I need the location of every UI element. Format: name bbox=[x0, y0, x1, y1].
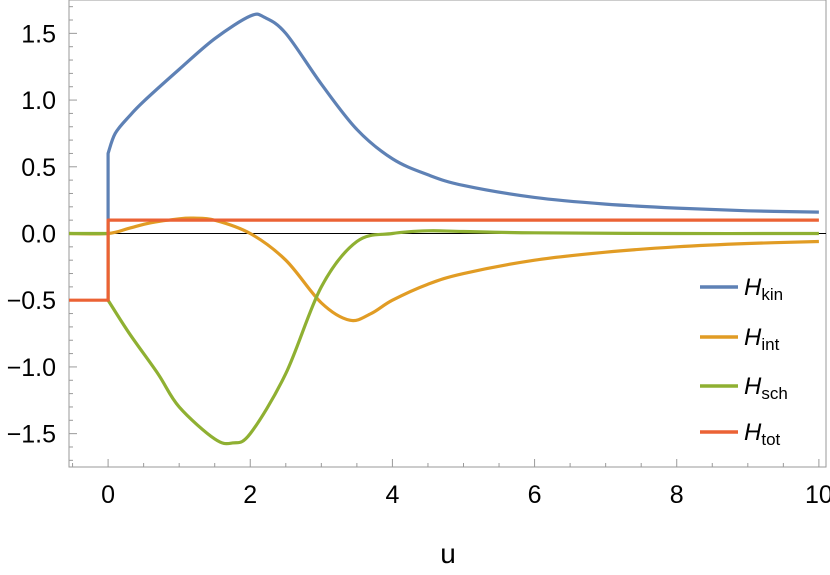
x-tick-label: 10 bbox=[805, 481, 830, 509]
x-tick-label: 6 bbox=[528, 481, 542, 509]
legend-label-subscript: kin bbox=[761, 285, 783, 304]
legend-label-subscript: sch bbox=[761, 384, 787, 403]
legend-label-subscript: int bbox=[761, 335, 779, 354]
series-layer bbox=[68, 12, 819, 446]
series-line-tot bbox=[68, 218, 819, 302]
series-line-sch bbox=[68, 229, 819, 446]
y-tick-label: −0.5 bbox=[7, 287, 56, 315]
y-tick-label: −1.5 bbox=[7, 421, 56, 449]
x-tick-label: 2 bbox=[243, 481, 257, 509]
legend-label-subscript: tot bbox=[761, 430, 780, 449]
x-axis-title: u bbox=[440, 538, 456, 569]
legend-label-symbol: H bbox=[744, 324, 762, 351]
x-tick-label: 4 bbox=[385, 481, 399, 509]
y-tick-label: 0.0 bbox=[21, 221, 56, 249]
legend-label-kin: Hkin bbox=[744, 274, 783, 304]
legend-label-sch: Hsch bbox=[744, 373, 788, 403]
series-line-kin bbox=[106, 12, 819, 234]
y-tick-label: −1.0 bbox=[7, 354, 56, 382]
series-line-int bbox=[68, 216, 819, 323]
y-tick-label: 1.5 bbox=[21, 20, 56, 48]
y-axis-ticks: −1.5 −1.0 −0.5 0.0 0.5 1.0 1.5 bbox=[7, 6, 77, 461]
x-tick-label: 8 bbox=[670, 481, 684, 509]
legend-label-symbol: H bbox=[744, 373, 762, 400]
x-tick-label: 0 bbox=[101, 481, 115, 509]
legend-label-symbol: H bbox=[744, 419, 762, 446]
legend-label-tot: Htot bbox=[744, 419, 781, 449]
x-axis-ticks: 0 2 4 6 8 10 bbox=[72, 459, 830, 509]
y-tick-label: 0.5 bbox=[21, 154, 56, 182]
legend-label-symbol: H bbox=[744, 274, 762, 301]
legend-label-int: Hint bbox=[744, 324, 780, 354]
y-tick-label: 1.0 bbox=[21, 87, 56, 115]
